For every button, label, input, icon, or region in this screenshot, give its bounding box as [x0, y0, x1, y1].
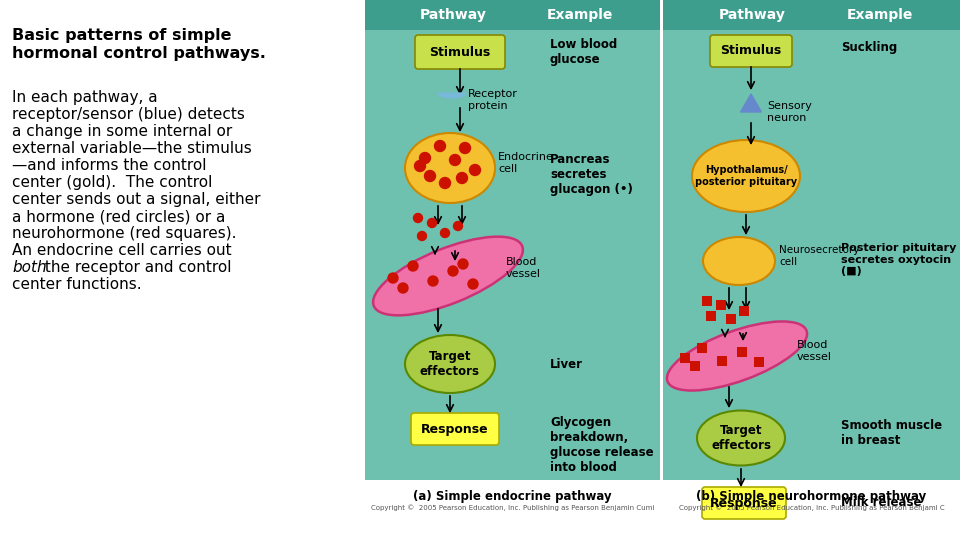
- Text: center functions.: center functions.: [12, 277, 142, 292]
- Text: An endocrine cell carries out: An endocrine cell carries out: [12, 243, 231, 258]
- Bar: [702, 296, 712, 306]
- Text: Blood
vessel: Blood vessel: [797, 340, 832, 362]
- Circle shape: [453, 221, 463, 231]
- Bar: [680, 353, 690, 363]
- Circle shape: [440, 178, 450, 188]
- Circle shape: [428, 276, 438, 286]
- Bar: [690, 361, 700, 371]
- Text: Response: Response: [421, 422, 489, 435]
- Text: Smooth muscle
in breast: Smooth muscle in breast: [841, 419, 942, 447]
- Text: Target
effectors: Target effectors: [711, 424, 771, 452]
- Circle shape: [427, 219, 437, 227]
- Circle shape: [468, 279, 478, 289]
- Text: Stimulus: Stimulus: [429, 45, 491, 58]
- Bar: [663, 30, 960, 480]
- Bar: [737, 347, 747, 357]
- Text: neurohormone (red squares).: neurohormone (red squares).: [12, 226, 236, 241]
- Ellipse shape: [703, 237, 775, 285]
- Text: Copyright ©  2005 Pearson Education, Inc. Publishing as Pearson Benjamin Cumi: Copyright © 2005 Pearson Education, Inc.…: [371, 504, 654, 511]
- Text: Copyright ©  2005 Pearson Education, Inc. Publishing as Pearson Benjami C: Copyright © 2005 Pearson Education, Inc.…: [679, 504, 945, 511]
- Text: Posterior pituitary
secretes oxytocin
(■): Posterior pituitary secretes oxytocin (■…: [841, 243, 956, 276]
- Ellipse shape: [405, 133, 495, 203]
- Text: Response: Response: [710, 496, 778, 510]
- Bar: [754, 357, 764, 367]
- Text: hormonal control pathways.: hormonal control pathways.: [12, 46, 266, 61]
- Circle shape: [435, 140, 445, 152]
- Text: Endocrine
cell: Endocrine cell: [498, 152, 554, 174]
- Polygon shape: [740, 94, 761, 112]
- Text: Sensory
neuron: Sensory neuron: [767, 101, 812, 123]
- Circle shape: [398, 283, 408, 293]
- Circle shape: [418, 232, 426, 240]
- Text: Hypothalamus/
posterior pituitary: Hypothalamus/ posterior pituitary: [695, 165, 797, 187]
- Text: center (gold).  The control: center (gold). The control: [12, 175, 212, 190]
- Bar: [365, 30, 660, 480]
- Text: —and informs the control: —and informs the control: [12, 158, 206, 173]
- Bar: [663, 0, 960, 30]
- Circle shape: [414, 213, 422, 222]
- Ellipse shape: [373, 237, 523, 315]
- Ellipse shape: [697, 410, 785, 465]
- Text: Basic patterns of simple: Basic patterns of simple: [12, 28, 231, 43]
- Circle shape: [424, 171, 436, 181]
- Text: external variable—the stimulus: external variable—the stimulus: [12, 141, 252, 156]
- Text: Pathway: Pathway: [719, 8, 785, 22]
- Bar: [706, 311, 716, 321]
- Text: Suckling: Suckling: [841, 42, 898, 55]
- Text: Low blood
glucose: Low blood glucose: [550, 38, 617, 66]
- Text: Pancreas
secretes
glucagon (•): Pancreas secretes glucagon (•): [550, 153, 633, 196]
- Circle shape: [415, 160, 425, 172]
- Ellipse shape: [667, 321, 807, 390]
- Ellipse shape: [405, 335, 495, 393]
- Bar: [365, 0, 660, 30]
- Text: Example: Example: [547, 8, 613, 22]
- Text: Example: Example: [847, 8, 913, 22]
- Text: Milk release: Milk release: [841, 496, 922, 510]
- Text: Receptor
protein: Receptor protein: [468, 89, 517, 111]
- Text: Blood
vessel: Blood vessel: [506, 257, 541, 279]
- Circle shape: [457, 172, 468, 184]
- Text: receptor/sensor (blue) detects: receptor/sensor (blue) detects: [12, 107, 245, 122]
- Circle shape: [458, 259, 468, 269]
- FancyBboxPatch shape: [411, 413, 499, 445]
- FancyBboxPatch shape: [702, 487, 786, 519]
- Polygon shape: [438, 93, 466, 98]
- Text: (a) Simple endocrine pathway: (a) Simple endocrine pathway: [413, 490, 612, 503]
- Circle shape: [408, 261, 418, 271]
- Text: center sends out a signal, either: center sends out a signal, either: [12, 192, 260, 207]
- FancyBboxPatch shape: [415, 35, 505, 69]
- Circle shape: [388, 273, 398, 283]
- Circle shape: [469, 165, 481, 176]
- Text: Neurosecretory
cell: Neurosecretory cell: [779, 245, 859, 267]
- Text: Pathway: Pathway: [420, 8, 487, 22]
- Bar: [726, 314, 736, 324]
- Bar: [739, 306, 749, 316]
- Ellipse shape: [692, 140, 800, 212]
- FancyBboxPatch shape: [710, 35, 792, 67]
- Bar: [716, 300, 726, 310]
- Circle shape: [441, 228, 449, 238]
- Text: Glycogen
breakdown,
glucose release
into blood: Glycogen breakdown, glucose release into…: [550, 416, 654, 474]
- Text: both: both: [12, 260, 47, 275]
- Text: Liver: Liver: [550, 357, 583, 370]
- Bar: [697, 343, 707, 353]
- Text: the receptor and control: the receptor and control: [40, 260, 231, 275]
- Text: In each pathway, a: In each pathway, a: [12, 90, 157, 105]
- Text: Target
effectors: Target effectors: [420, 350, 480, 378]
- Text: (b) Simple neurohormone pathway: (b) Simple neurohormone pathway: [696, 490, 926, 503]
- Circle shape: [449, 154, 461, 165]
- Text: a change in some internal or: a change in some internal or: [12, 124, 232, 139]
- Text: Stimulus: Stimulus: [720, 44, 781, 57]
- Bar: [717, 356, 727, 366]
- Circle shape: [460, 143, 470, 153]
- Text: a hormone (red circles) or a: a hormone (red circles) or a: [12, 209, 226, 224]
- Circle shape: [420, 152, 430, 164]
- Circle shape: [448, 266, 458, 276]
